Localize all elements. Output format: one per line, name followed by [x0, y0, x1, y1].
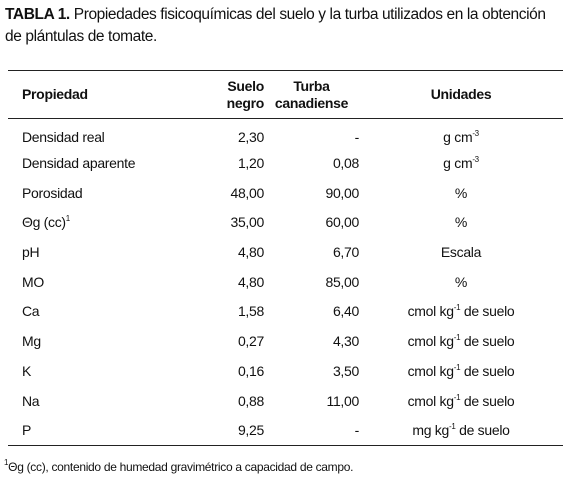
table-cell: Porosidad — [22, 184, 83, 201]
footnote-text: Θg (cc), contenido de humedad gravimétri… — [8, 460, 354, 474]
table-row: Na 0,88 11,00 cmol kg-1 de suelo — [8, 386, 563, 416]
table-cell: MO — [22, 273, 44, 290]
header-text: negro — [226, 94, 265, 111]
table-cell: Na — [22, 392, 40, 409]
table-header: Propiedad Suelo negro Turba canadiense Unidad… — [8, 70, 563, 119]
table-cell: 1,58 — [237, 303, 264, 320]
table-cell: % — [454, 184, 468, 201]
table-cell: - — [354, 421, 360, 438]
superscript: -1 — [453, 362, 461, 372]
title: TABLA 1. Propiedades fisicoquímicas del … — [5, 4, 565, 48]
cell-text: cmol kg — [407, 303, 454, 320]
superscript: -3 — [472, 155, 479, 165]
header-text: Suelo — [227, 77, 264, 94]
cell-text: de suelo — [460, 303, 515, 320]
cell-text: de suelo — [460, 392, 515, 409]
cell-text: g cm — [443, 155, 473, 172]
table-cell: 6,70 — [332, 244, 359, 261]
table-row: Porosidad 48,00 90,00% — [8, 178, 563, 208]
table-cell: cmol kg-1 de suelo — [359, 356, 563, 386]
table-cell: P — [22, 421, 32, 438]
table-row: Θg (cc)1 35,00 60,00% — [8, 208, 563, 238]
cell-text: g cm — [443, 128, 473, 145]
cell-text: de suelo — [460, 333, 515, 350]
table-cell: Θg (cc)1 — [8, 208, 182, 238]
header-text: Propiedad — [22, 86, 88, 102]
table-cell: cmol kg-1 de suelo — [359, 386, 563, 416]
superscript: -1 — [453, 303, 461, 313]
table-row: Mg 0,27 4,30 cmol kg-1 de suelo — [8, 326, 563, 356]
superscript: -1 — [453, 333, 461, 343]
table-cell: 2,30 — [237, 128, 264, 145]
cell-text: de suelo — [455, 421, 510, 438]
table-cell: 4,80 — [237, 244, 264, 261]
table-cell: - — [354, 128, 360, 145]
table-row: P 9,25- mg kg-1 de suelo — [8, 415, 563, 446]
table-cell: % — [454, 273, 468, 290]
table-cell: 6,40 — [332, 303, 359, 320]
header-cell: Propiedad — [8, 71, 182, 119]
table-row: pH 4,80 6,70 Escala — [8, 237, 563, 267]
table-cell: 4,30 — [332, 333, 359, 350]
header-text: Turba — [293, 77, 330, 94]
table-row: MO 4,80 85,00% — [8, 267, 563, 297]
table-cell: 9,25 — [237, 421, 264, 438]
table-cell: % — [454, 214, 468, 231]
header-cell: Unidades — [359, 71, 563, 119]
table-cell: Ca — [22, 303, 40, 320]
table-cell: 0,16 — [237, 362, 264, 379]
table-cell: 0,27 — [237, 333, 264, 350]
table-cell: 11,00 — [326, 392, 360, 409]
superscript: 1 — [65, 214, 70, 224]
table-cell: Mg — [22, 333, 41, 350]
title-text: Propiedades fisicoquímicas del suelo y l… — [5, 6, 546, 45]
cell-text: mg kg — [412, 421, 449, 438]
table: Propiedad Suelo negro Turba canadiense Unidad… — [8, 70, 563, 446]
header-cell: Turba canadiense — [264, 71, 359, 119]
table-row: K 0,16 3,50 cmol kg-1 de suelo — [8, 356, 563, 386]
table-cell: Densidad real — [22, 128, 105, 145]
table-cell: 35,00 — [230, 214, 264, 231]
table-cell: 0,88 — [237, 392, 264, 409]
table-body: Densidad real 2,30- g cm-3 Densidad aparent… — [8, 119, 563, 446]
header-cell: Suelo negro — [182, 71, 265, 119]
table-cell: 90,00 — [325, 184, 359, 201]
header-text: canadiense — [274, 94, 349, 111]
table-cell: Escala — [440, 244, 482, 261]
table-cell: 0,08 — [332, 155, 359, 172]
table-cell: g cm-3 — [359, 148, 563, 178]
table-row: Densidad real 2,30- g cm-3 — [8, 119, 563, 149]
cell-text: cmol kg — [407, 333, 454, 350]
superscript: -3 — [472, 128, 479, 138]
cell-text: cmol kg — [407, 362, 454, 379]
table-cell: 60,00 — [325, 214, 359, 231]
table-cell: 1,20 — [237, 155, 264, 172]
cell-text: Θg (cc) — [22, 214, 66, 231]
table-cell: 48,00 — [230, 184, 264, 201]
table-cell: 85,00 — [325, 273, 359, 290]
table-cell: K — [22, 362, 32, 379]
table-cell: cmol kg-1 de suelo — [359, 326, 563, 356]
footnote: 1Θg (cc), contenido de humedad gravimétr… — [4, 458, 353, 474]
table-cell: cmol kg-1 de suelo — [359, 297, 563, 327]
table-cell: 3,50 — [332, 362, 359, 379]
header-text: Unidades — [430, 86, 492, 102]
footnote-mark: 1 — [4, 458, 9, 467]
table-cell: g cm-3 — [359, 119, 563, 149]
cell-text: de suelo — [460, 362, 515, 379]
table-cell: Densidad aparente — [22, 155, 136, 172]
table-row: Ca 1,58 6,40 cmol kg-1 de suelo — [8, 297, 563, 327]
table-row: Densidad aparente 1,20 0,08 g cm-3 — [8, 148, 563, 178]
table-cell: 4,80 — [237, 273, 264, 290]
table-cell: mg kg-1 de suelo — [359, 415, 563, 445]
table-cell: pH — [22, 244, 40, 261]
superscript: -1 — [448, 421, 456, 431]
table-label: TABLA 1. — [5, 6, 70, 23]
superscript: -1 — [453, 392, 461, 402]
cell-text: cmol kg — [407, 392, 454, 409]
